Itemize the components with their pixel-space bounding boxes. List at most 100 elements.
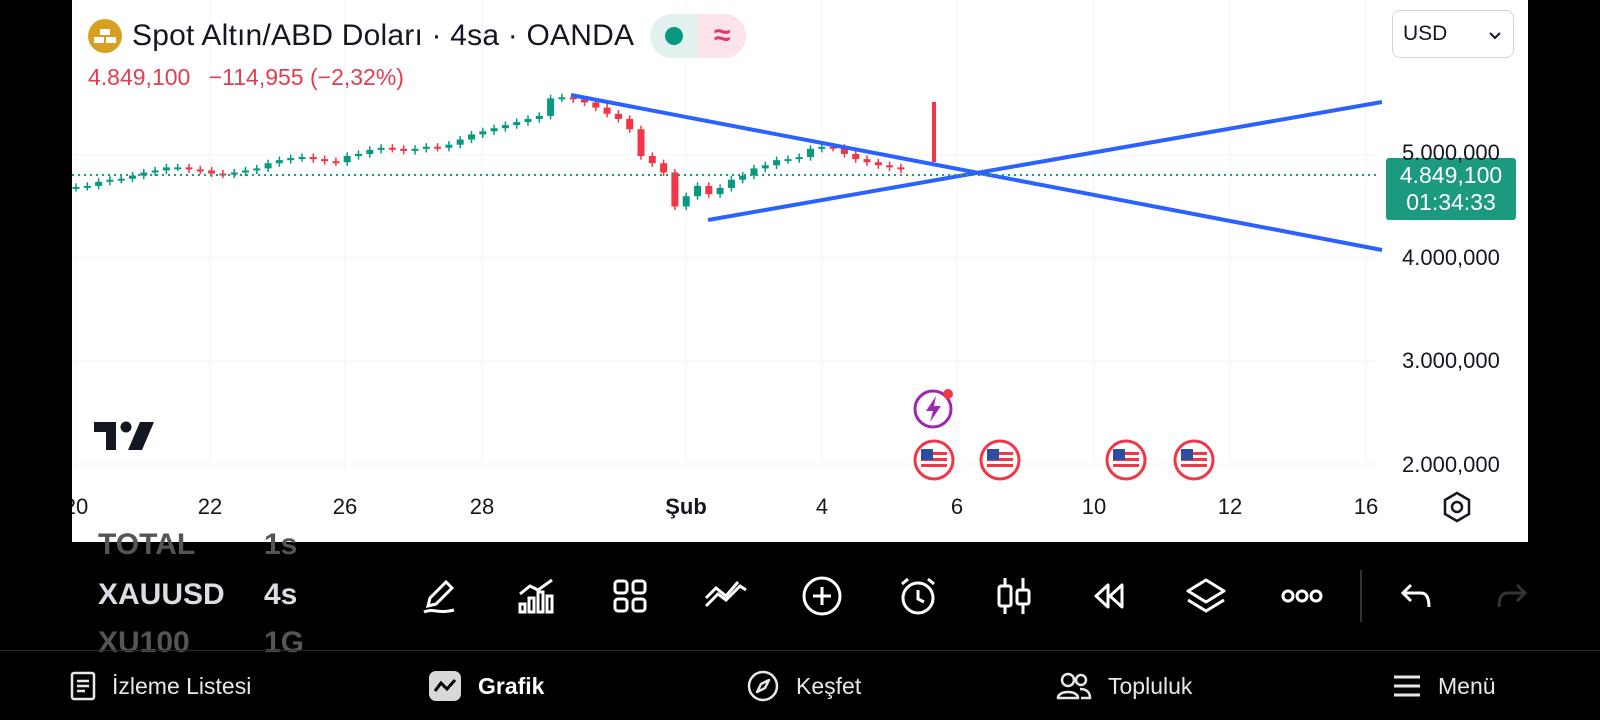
toolbar-divider	[1360, 570, 1362, 622]
x-axis-label: 28	[469, 494, 495, 519]
us-flag-event-icon[interactable]	[1104, 438, 1148, 482]
candle-body	[614, 113, 622, 119]
bar-countdown: 01:34:33	[1406, 189, 1496, 215]
nav-menu[interactable]: Menü	[1392, 666, 1496, 706]
undo-icon	[1400, 583, 1431, 608]
compare-button[interactable]	[698, 568, 754, 624]
trendline-lower	[707, 100, 1383, 222]
replay-button[interactable]	[1082, 568, 1138, 624]
candle-body	[445, 144, 453, 148]
price-change: −114,955 (−2,32%)	[208, 64, 404, 90]
candle-body	[253, 168, 261, 171]
market-status-pill[interactable]: ≈	[650, 14, 747, 58]
candle-body	[400, 148, 408, 151]
x-axis-label: 10	[1081, 494, 1107, 519]
currency-select[interactable]: USD	[1392, 10, 1514, 58]
layers-button[interactable]	[1178, 568, 1234, 624]
x-axis-label: 16	[1353, 494, 1379, 519]
candle-body	[840, 147, 848, 154]
candles-icon	[997, 578, 1031, 614]
candle-body	[761, 165, 769, 169]
chevron-down-icon	[1489, 22, 1501, 46]
candle-body	[275, 160, 283, 164]
quote-row: 4.849,100 −114,955 (−2,32%)	[88, 64, 404, 91]
nav-watchlist-label: İzleme Listesi	[112, 672, 252, 699]
x-axis-label: 22	[197, 494, 223, 519]
candle-body	[592, 102, 600, 108]
x-axis-label: 20	[72, 494, 89, 519]
drawing-tool-button[interactable]	[412, 568, 468, 624]
watchlist-symbol-active[interactable]: XAUUSD	[98, 578, 225, 611]
chart-panel[interactable]: Spot Altın/ABD Doları · 4sa · OANDA ≈ 4.…	[72, 0, 1528, 542]
candle-body	[242, 170, 249, 173]
us-flag-event-icon[interactable]	[1172, 438, 1216, 482]
nav-explore-label: Keşfet	[796, 672, 862, 699]
nav-chart-label: Grafik	[478, 672, 545, 699]
candle-body	[818, 146, 826, 149]
candle-body	[694, 185, 701, 197]
watchlist-symbol[interactable]: XU100	[98, 626, 190, 659]
candle-body	[682, 196, 690, 207]
candle-body	[106, 179, 114, 182]
nav-watchlist[interactable]: İzleme Listesi	[70, 666, 251, 706]
y-axis-label: 5.000,000	[1402, 140, 1500, 165]
price-chart[interactable]	[72, 0, 1528, 542]
list-icon	[70, 671, 96, 701]
last-price-value: 4.849,100	[1399, 162, 1503, 188]
tradingview-logo[interactable]	[94, 420, 156, 457]
candle-body	[355, 153, 362, 157]
redo-button[interactable]	[1484, 568, 1540, 624]
people-icon	[1056, 672, 1092, 700]
candle-body	[151, 170, 159, 173]
alarm-icon	[901, 577, 935, 615]
candle-body	[626, 118, 634, 130]
alert-button[interactable]	[890, 568, 946, 624]
y-axis-label: 4.000,000	[1402, 245, 1500, 270]
watchlist-symbol[interactable]: TOTAL	[98, 528, 196, 561]
x-axis-label: 4	[815, 494, 829, 519]
nav-community[interactable]: Topluluk	[1056, 666, 1192, 706]
candle-body	[83, 185, 91, 188]
last-price-tag: 4.849,100 01:34:33	[1386, 158, 1516, 220]
candle-body	[456, 139, 464, 145]
layout-button[interactable]	[602, 568, 658, 624]
watchlist-interval-active: 4s	[264, 578, 298, 611]
us-flag-event-icon[interactable]	[978, 438, 1022, 482]
add-button[interactable]	[794, 568, 850, 624]
chart-settings-button[interactable]	[1440, 490, 1474, 529]
y-axis-label: 2.000,000	[1402, 452, 1500, 477]
x-axis-label: 6	[950, 494, 964, 519]
candle-body	[140, 172, 148, 176]
candle-body	[581, 99, 588, 103]
hamburger-icon	[1394, 675, 1420, 697]
candle-body	[411, 148, 419, 151]
candle-body	[524, 118, 532, 123]
nav-chart[interactable]: Grafik	[428, 666, 544, 706]
us-flag-event-icon[interactable]	[912, 438, 956, 482]
chart-indicators-icon	[518, 578, 554, 614]
more-button[interactable]	[1274, 568, 1330, 624]
candle-body	[377, 147, 385, 150]
indicators-button[interactable]	[508, 568, 564, 624]
candle-body	[490, 128, 498, 132]
chart-type-button[interactable]	[986, 568, 1042, 624]
symbol-header[interactable]: Spot Altın/ABD Doları · 4sa · OANDA ≈	[88, 14, 747, 58]
candle-body	[321, 159, 329, 162]
candle-body	[185, 167, 193, 170]
candle-body	[558, 97, 566, 100]
candle-body	[196, 169, 204, 172]
compare-icon	[704, 581, 747, 608]
symbol-title[interactable]: Spot Altın/ABD Doları · 4sa · OANDA	[132, 19, 635, 52]
candle-body	[637, 129, 645, 157]
lightning-event-icon[interactable]	[912, 386, 956, 430]
candle-body	[739, 175, 747, 180]
undo-button[interactable]	[1388, 568, 1444, 624]
current-price: 4.849,100	[88, 64, 191, 90]
candle-body	[897, 167, 905, 170]
layout-grid-icon	[613, 579, 647, 613]
candle-body	[468, 134, 475, 140]
nav-explore[interactable]: Keşfet	[746, 666, 861, 706]
candle-body	[162, 167, 170, 171]
candle-body	[434, 146, 442, 149]
candle-body	[795, 157, 803, 160]
